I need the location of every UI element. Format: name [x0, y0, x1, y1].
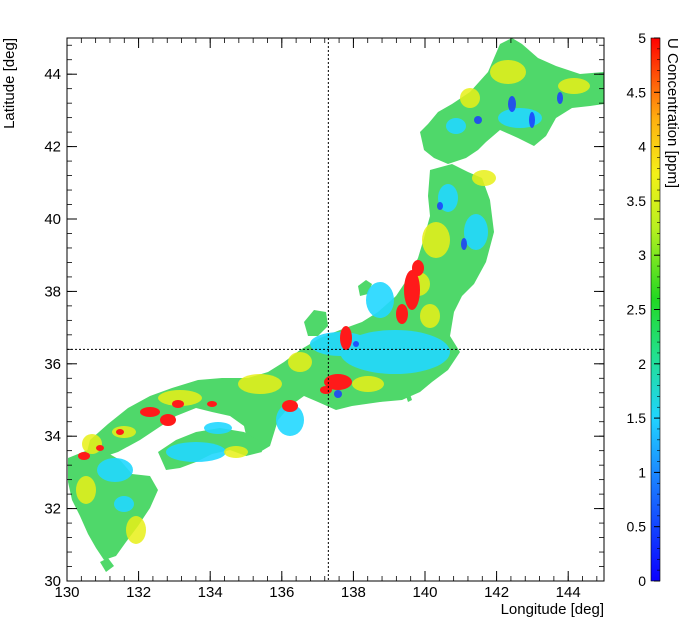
y-tick-label: 32 [44, 501, 61, 518]
noto-peninsula [304, 310, 328, 336]
x-axis-label: Longitude [deg] [501, 601, 604, 618]
y-tick-label: 44 [44, 66, 61, 83]
x-tick-label: 136 [269, 584, 294, 601]
x-axis-ticks: 130 132 134 136 138 140 142 144 [54, 38, 598, 601]
tanegashima-island [100, 558, 114, 572]
x-tick-label: 134 [198, 584, 223, 601]
x-tick-label: 142 [484, 584, 509, 601]
colorbar-tick-label: 1.5 [627, 410, 647, 426]
x-tick-label: 144 [556, 584, 581, 601]
x-tick-label: 138 [341, 584, 366, 601]
colorbar-tick-label: 0.5 [627, 519, 647, 535]
japan-landmass [68, 38, 604, 572]
izu-island [406, 394, 412, 402]
colorbar-tick-label: 2.5 [627, 302, 647, 318]
y-tick-label: 36 [44, 356, 61, 373]
plot-frame [66, 37, 605, 582]
colorbar-tick-label: 3.5 [627, 193, 647, 209]
crosshair [67, 38, 604, 581]
y-tick-label: 42 [44, 139, 61, 156]
y-tick-label: 30 [44, 573, 61, 590]
low-concentration-zones [97, 108, 542, 512]
honshu-island [86, 164, 494, 458]
x-tick-label: 132 [126, 584, 151, 601]
colorbar-tick-label: 3 [638, 247, 646, 263]
colorbar-tick-label: 5 [638, 30, 646, 46]
colorbar-tick-label: 0 [638, 573, 646, 589]
x-tick-label: 130 [54, 584, 79, 601]
y-tick-label: 34 [44, 428, 61, 445]
colorbar-tick-label: 1 [638, 464, 646, 480]
y-axis-ticks: 30 32 34 36 38 40 42 44 [44, 44, 604, 590]
colorbar-tick-label: 4.5 [627, 84, 647, 100]
colorbar-label: U Concentration [ppm] [664, 38, 681, 188]
colorbar-tick-label: 2 [638, 356, 646, 372]
colorbar-ticks: 0 0.5 1 1.5 2 2.5 3 3.5 4 4.5 5 [627, 30, 660, 589]
y-tick-label: 40 [44, 211, 61, 228]
high-concentration-hotspots [78, 260, 424, 460]
y-axis-label: Latitude [deg] [1, 38, 18, 129]
x-tick-label: 140 [412, 584, 437, 601]
very-low-concentration-zones [334, 92, 563, 398]
colorbar-tick-label: 4 [638, 139, 646, 155]
y-tick-label: 38 [44, 283, 61, 300]
